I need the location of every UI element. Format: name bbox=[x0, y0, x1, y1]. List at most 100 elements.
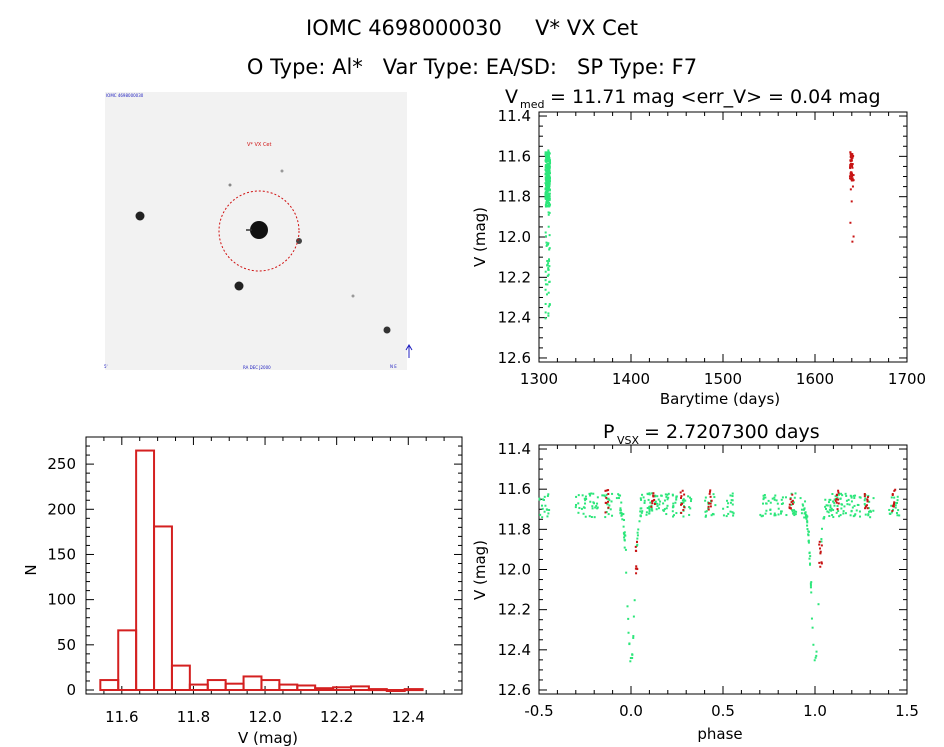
phased-point bbox=[872, 497, 875, 500]
phased-point bbox=[764, 496, 767, 499]
phased-point bbox=[619, 507, 622, 510]
histogram-bar bbox=[403, 688, 424, 692]
phased-point bbox=[867, 514, 870, 517]
phased-point bbox=[781, 496, 784, 499]
phased-point bbox=[806, 520, 809, 523]
phased-point bbox=[675, 498, 678, 501]
histogram-ytick-label: 200 bbox=[47, 500, 76, 518]
phased-point bbox=[773, 514, 776, 517]
phased-point-red bbox=[651, 502, 654, 505]
phased-point bbox=[801, 503, 804, 506]
lightcurve-point bbox=[548, 280, 551, 283]
phased-point bbox=[590, 492, 593, 495]
phased-point bbox=[832, 509, 835, 512]
lightcurve-point bbox=[545, 235, 548, 238]
phased-point bbox=[547, 512, 550, 515]
lightcurve-point bbox=[545, 183, 548, 186]
lightcurve-point bbox=[852, 174, 855, 177]
phased-point bbox=[647, 498, 650, 501]
lightcurve-point bbox=[549, 177, 552, 180]
phased-point bbox=[829, 498, 832, 501]
phased-point bbox=[682, 501, 685, 504]
phased-point-red bbox=[681, 502, 684, 505]
lightcurve-point bbox=[548, 303, 551, 306]
lightcurve-point bbox=[547, 262, 550, 265]
phased-point bbox=[592, 492, 595, 495]
phased-point bbox=[791, 509, 794, 512]
phased-point bbox=[762, 497, 765, 500]
phased-point-red bbox=[709, 495, 712, 498]
phased-point bbox=[832, 516, 835, 519]
phased-point bbox=[868, 500, 871, 503]
phased-point-red bbox=[836, 508, 839, 511]
phased-point bbox=[771, 497, 774, 500]
lightcurve-point bbox=[851, 163, 854, 166]
phased-point-red bbox=[866, 507, 869, 510]
phased-point bbox=[622, 532, 625, 535]
lightcurve-point bbox=[547, 273, 550, 276]
phased-point bbox=[726, 505, 729, 508]
phased-point bbox=[807, 533, 810, 536]
phased-point-red bbox=[708, 492, 711, 495]
phased-point bbox=[793, 511, 796, 514]
phased-point bbox=[626, 605, 629, 608]
phased-xlabel: phase bbox=[697, 725, 742, 743]
lightcurve-point bbox=[545, 189, 548, 192]
phased-point-red bbox=[788, 503, 791, 506]
phased-point bbox=[858, 510, 861, 513]
phased-point bbox=[604, 495, 607, 498]
phased-ytick-label: 11.6 bbox=[498, 480, 531, 498]
phased-point bbox=[584, 499, 587, 502]
phased-point bbox=[602, 494, 605, 497]
lightcurve-point bbox=[546, 151, 549, 154]
phased-point-red bbox=[652, 492, 655, 495]
phased-point bbox=[636, 531, 639, 534]
phased-point bbox=[828, 508, 831, 511]
phased-point bbox=[545, 508, 548, 511]
lightcurve-point bbox=[548, 151, 551, 154]
phased-point bbox=[769, 501, 772, 504]
phased-point bbox=[640, 498, 643, 501]
phased-point-red bbox=[683, 493, 686, 496]
phased-point bbox=[895, 512, 898, 515]
phased-point bbox=[584, 502, 587, 505]
phased-point-red bbox=[605, 496, 608, 499]
lightcurve-point bbox=[851, 179, 854, 182]
lightcurve-point bbox=[544, 158, 547, 161]
phased-point bbox=[688, 513, 691, 516]
phased-point bbox=[538, 497, 541, 500]
lightcurve-point bbox=[547, 149, 550, 152]
phased-point bbox=[617, 497, 620, 500]
phased-point bbox=[869, 516, 872, 519]
phased-point bbox=[588, 492, 591, 495]
phased-point bbox=[851, 506, 854, 509]
phased-xtick-label: 0.5 bbox=[711, 702, 735, 720]
phased-point bbox=[760, 515, 763, 518]
phased-point bbox=[666, 504, 669, 507]
phased-point bbox=[641, 510, 644, 513]
phased-point bbox=[638, 520, 641, 523]
lightcurve-point bbox=[849, 151, 852, 154]
phased-point bbox=[689, 507, 692, 510]
phased-point bbox=[780, 502, 783, 505]
phased-point bbox=[619, 494, 622, 497]
phased-point bbox=[806, 528, 809, 531]
phased-point bbox=[833, 498, 836, 501]
lightcurve-point bbox=[850, 157, 853, 160]
lightcurve-ytick-label: 12.4 bbox=[498, 309, 531, 327]
phased-point-red bbox=[863, 495, 866, 498]
phased-point bbox=[776, 502, 779, 505]
compass-arrow-icon bbox=[405, 344, 413, 358]
phased-point bbox=[810, 617, 813, 620]
phased-point bbox=[847, 498, 850, 501]
phased-point bbox=[580, 507, 583, 510]
histogram-ytick-label: 0 bbox=[66, 681, 76, 699]
phased-point bbox=[645, 513, 648, 516]
phased-point bbox=[823, 516, 826, 519]
phased-point bbox=[864, 497, 867, 500]
lightcurve-ytick-label: 11.6 bbox=[498, 147, 531, 165]
phased-point bbox=[595, 504, 598, 507]
histogram-bar bbox=[153, 525, 173, 691]
phased-point bbox=[826, 510, 829, 513]
